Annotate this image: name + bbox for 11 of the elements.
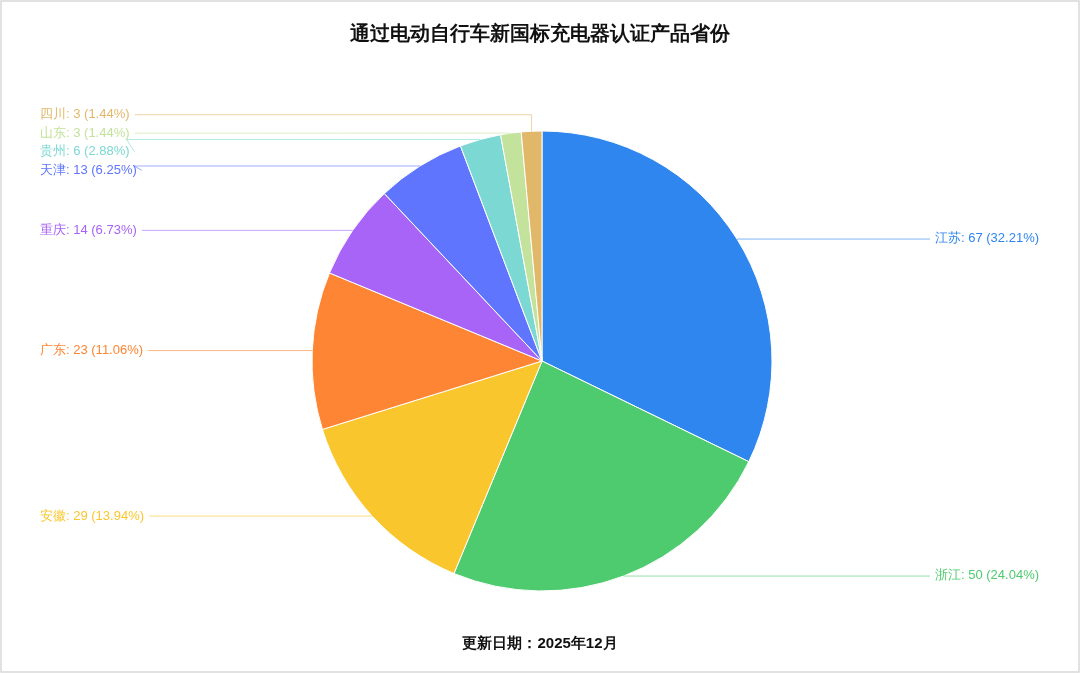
- data-label: 天津: 13 (6.25%): [40, 161, 137, 177]
- data-label: 江苏: 67 (32.21%): [935, 230, 1040, 246]
- data-label: 安徽: 29 (13.94%): [40, 507, 145, 523]
- data-label: 浙江: 50 (24.04%): [935, 567, 1040, 583]
- title: 通过电动自行车新国标充电器认证产品省份: [350, 22, 730, 44]
- annotation: 更新日期：2025年12月: [462, 634, 618, 651]
- data-label: 贵州: 6 (2.88%): [40, 143, 130, 159]
- data-label: 四川: 3 (1.44%): [40, 106, 130, 122]
- data-label: 广东: 23 (11.06%): [40, 342, 144, 357]
- data-label: 山东: 3 (1.44%): [40, 124, 130, 140]
- data-label: 重庆: 14 (6.73%): [40, 221, 137, 237]
